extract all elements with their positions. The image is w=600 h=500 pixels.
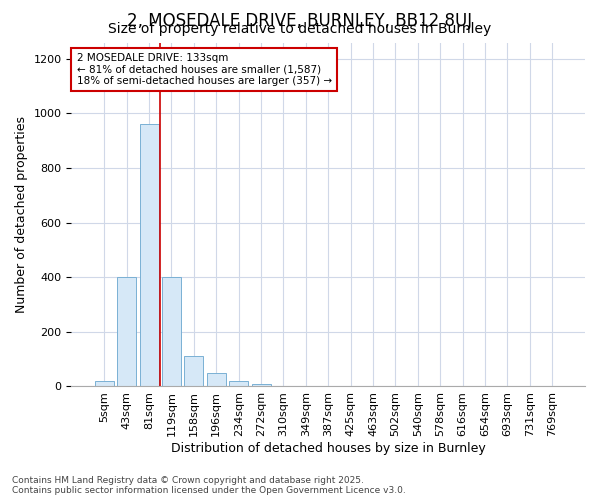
Bar: [162, 278, 181, 386]
Bar: [229, 381, 248, 386]
Text: 2, MOSEDALE DRIVE, BURNLEY, BB12 8UJ: 2, MOSEDALE DRIVE, BURNLEY, BB12 8UJ: [127, 12, 473, 30]
Bar: [184, 356, 203, 386]
X-axis label: Distribution of detached houses by size in Burnley: Distribution of detached houses by size …: [171, 442, 485, 455]
Y-axis label: Number of detached properties: Number of detached properties: [15, 116, 28, 313]
Bar: [117, 278, 136, 386]
Text: Contains HM Land Registry data © Crown copyright and database right 2025.
Contai: Contains HM Land Registry data © Crown c…: [12, 476, 406, 495]
Text: 2 MOSEDALE DRIVE: 133sqm
← 81% of detached houses are smaller (1,587)
18% of sem: 2 MOSEDALE DRIVE: 133sqm ← 81% of detach…: [77, 53, 332, 86]
Bar: [251, 384, 271, 386]
Bar: [207, 373, 226, 386]
Bar: [140, 124, 158, 386]
Text: Size of property relative to detached houses in Burnley: Size of property relative to detached ho…: [109, 22, 491, 36]
Bar: [95, 381, 114, 386]
